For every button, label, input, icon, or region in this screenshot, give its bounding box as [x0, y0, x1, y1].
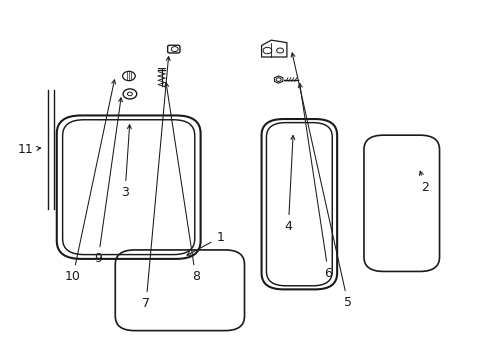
Text: 3: 3 [121, 125, 131, 199]
Text: 5: 5 [290, 53, 351, 309]
Text: 6: 6 [298, 84, 332, 280]
Text: 9: 9 [94, 98, 122, 265]
Text: 2: 2 [419, 171, 428, 194]
Text: 8: 8 [164, 83, 199, 283]
Text: 10: 10 [65, 80, 115, 283]
Text: 7: 7 [142, 57, 170, 310]
Text: 11: 11 [17, 143, 41, 156]
Text: 4: 4 [284, 135, 294, 233]
Text: 1: 1 [186, 231, 224, 255]
